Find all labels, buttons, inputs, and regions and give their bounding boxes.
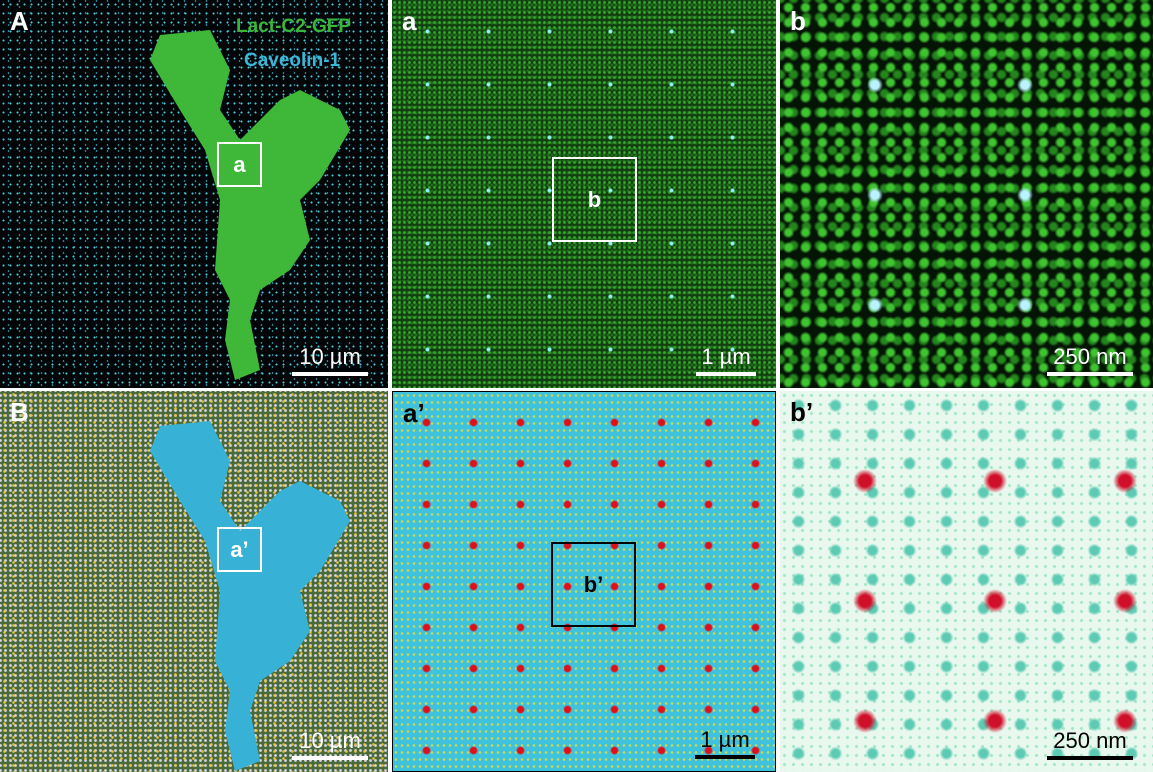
panel-label: A: [10, 6, 29, 37]
panel-label: a: [402, 6, 416, 37]
cell: [150, 421, 350, 771]
scale-bar-label: 250 nm: [1053, 344, 1126, 369]
legend-entry: Lact-C2-GFP: [236, 16, 351, 38]
scale-bar: 10 µm: [292, 728, 368, 760]
scale-bar: 1 µm: [696, 344, 756, 376]
cell-image: [0, 391, 388, 772]
inset-box: a’: [217, 527, 262, 572]
legend-entry: Caveolin-1: [244, 50, 340, 72]
inset-box: b’: [551, 542, 636, 627]
scale-bar-label: 10 µm: [299, 344, 361, 369]
scale-bar-label: 10 µm: [299, 728, 361, 753]
scale-bar-label: 1 µm: [700, 727, 749, 752]
scale-bar: 1 µm: [695, 727, 755, 759]
cell: [150, 30, 350, 380]
panel: B a’ 10 µm: [0, 391, 388, 772]
scale-bar-label: 1 µm: [701, 344, 750, 369]
scale-bar-line: [1047, 756, 1133, 760]
scale-bar-line: [292, 756, 368, 760]
scale-bar: 250 nm: [1047, 728, 1133, 760]
scale-bar: 250 nm: [1047, 344, 1133, 376]
scale-bar-line: [695, 755, 755, 759]
panel-label: b’: [790, 397, 813, 428]
inset-box: b: [552, 157, 637, 242]
panel: a b 1 µm: [392, 0, 776, 388]
panel-label: a’: [403, 398, 425, 429]
panel: a’ b’ 1 µm: [392, 391, 776, 772]
panel: b 250 nm: [780, 0, 1153, 388]
scale-bar-line: [696, 372, 756, 376]
inset-box: a: [217, 142, 262, 187]
scale-bar-label: 250 nm: [1053, 728, 1126, 753]
scale-bar-line: [1047, 372, 1133, 376]
panel: A Lact-C2-GFP Caveolin-1 a 10 µm: [0, 0, 388, 388]
scale-bar: 10 µm: [292, 344, 368, 376]
panel-label: B: [10, 397, 29, 428]
figure: A Lact-C2-GFP Caveolin-1 a 10 µm a b 1 µ…: [0, 0, 1153, 772]
panel: b’ 250 nm: [780, 391, 1153, 772]
panel-label: b: [790, 6, 806, 37]
scale-bar-line: [292, 372, 368, 376]
